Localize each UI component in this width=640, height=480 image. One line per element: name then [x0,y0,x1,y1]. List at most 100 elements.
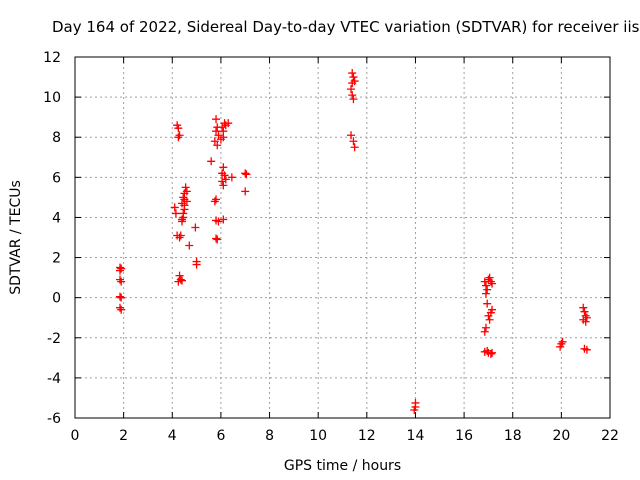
data-point [348,69,357,78]
axis-ticks: 0 2 4 6 8 10 12 14 16 18 20 22 -6 -4 -2 0 2 4 6 8 10 12 [43,50,619,444]
x-tick-label: 16 [455,428,473,444]
data-point [212,234,221,243]
data-point [182,197,191,206]
data-point [485,273,494,282]
data-point [485,315,494,324]
data-point [174,124,183,133]
data-point [191,223,200,232]
y-tick-label: -6 [47,411,61,427]
data-point [219,133,228,142]
data-point [349,73,358,82]
y-tick-label: 4 [52,210,61,226]
x-tick-label: 0 [71,428,80,444]
x-axis-label: GPS time / hours [284,458,401,474]
data-point [178,215,186,224]
data-point [185,241,194,250]
x-tick-label: 20 [552,428,570,444]
data-point [481,281,490,290]
data-point [350,143,359,152]
data-point [349,95,358,104]
data-point [115,303,124,312]
data-point [480,327,489,336]
data-point [219,181,228,190]
data-point [481,323,490,332]
data-point [207,157,216,166]
data-point [178,276,186,285]
data-point [582,345,591,354]
data-point [218,177,227,186]
data-point [212,115,221,124]
data-point [347,131,356,140]
data-point [117,305,126,314]
data-point [213,235,222,244]
x-tick-label: 8 [265,428,274,444]
data-point [488,348,497,357]
data-point [488,305,497,314]
data-point [557,339,566,348]
x-tick-label: 12 [358,428,376,444]
data-point [349,137,358,146]
data-point [171,209,180,218]
data-point [175,131,184,140]
data-point [579,303,588,312]
y-tick-label: 2 [52,251,61,267]
data-point [224,119,233,128]
data-point [181,183,190,192]
data-point [580,307,589,316]
data-point [483,285,492,294]
data-point [176,231,185,240]
data-point [481,289,490,298]
x-tick-label: 10 [309,428,327,444]
data-point [241,187,250,196]
data-point [117,277,126,286]
data-point [218,123,227,132]
y-axis-label: SDTVAR / TECUs [8,180,24,295]
data-point [179,193,188,202]
data-point [483,299,492,308]
data-point [214,217,223,226]
x-tick-label: 14 [407,428,425,444]
data-point [486,277,495,286]
data-point [115,275,124,284]
data-point [175,233,184,242]
data-point [174,277,183,286]
y-tick-label: 6 [52,170,61,186]
data-point [170,203,179,212]
y-tick-label: -4 [47,371,61,387]
data-point [214,131,223,140]
data-point [348,91,357,100]
data-point [117,264,126,273]
data-point [488,279,497,288]
data-point [192,260,201,269]
data-point [581,317,590,326]
data-point [210,137,219,146]
data-point [182,187,191,196]
data-point [241,169,250,178]
chart-title: Day 164 of 2022, Sidereal Day-to-day VTE… [52,18,640,36]
data-point [117,293,126,302]
data-point [558,337,567,346]
data-point [213,141,222,150]
data-point [212,195,221,204]
data-point [350,77,359,86]
data-point [210,197,219,206]
data-point [179,209,188,218]
y-tick-label: 12 [43,50,61,66]
y-tick-label: 8 [52,130,61,146]
data-point [180,201,189,210]
data-point [219,215,228,224]
plot-frame [74,56,611,419]
data-point [486,349,495,358]
x-tick-label: 22 [601,428,619,444]
data-point [174,133,183,142]
y-tick-label: -2 [47,331,61,347]
data-point [347,85,356,94]
data-point [410,405,419,414]
x-tick-label: 18 [504,428,522,444]
data-point [242,170,251,179]
data-point [219,163,228,172]
x-tick-label: 4 [168,428,177,444]
data-point [221,175,230,184]
x-tick-label: 6 [216,428,225,444]
data-points [115,69,591,414]
